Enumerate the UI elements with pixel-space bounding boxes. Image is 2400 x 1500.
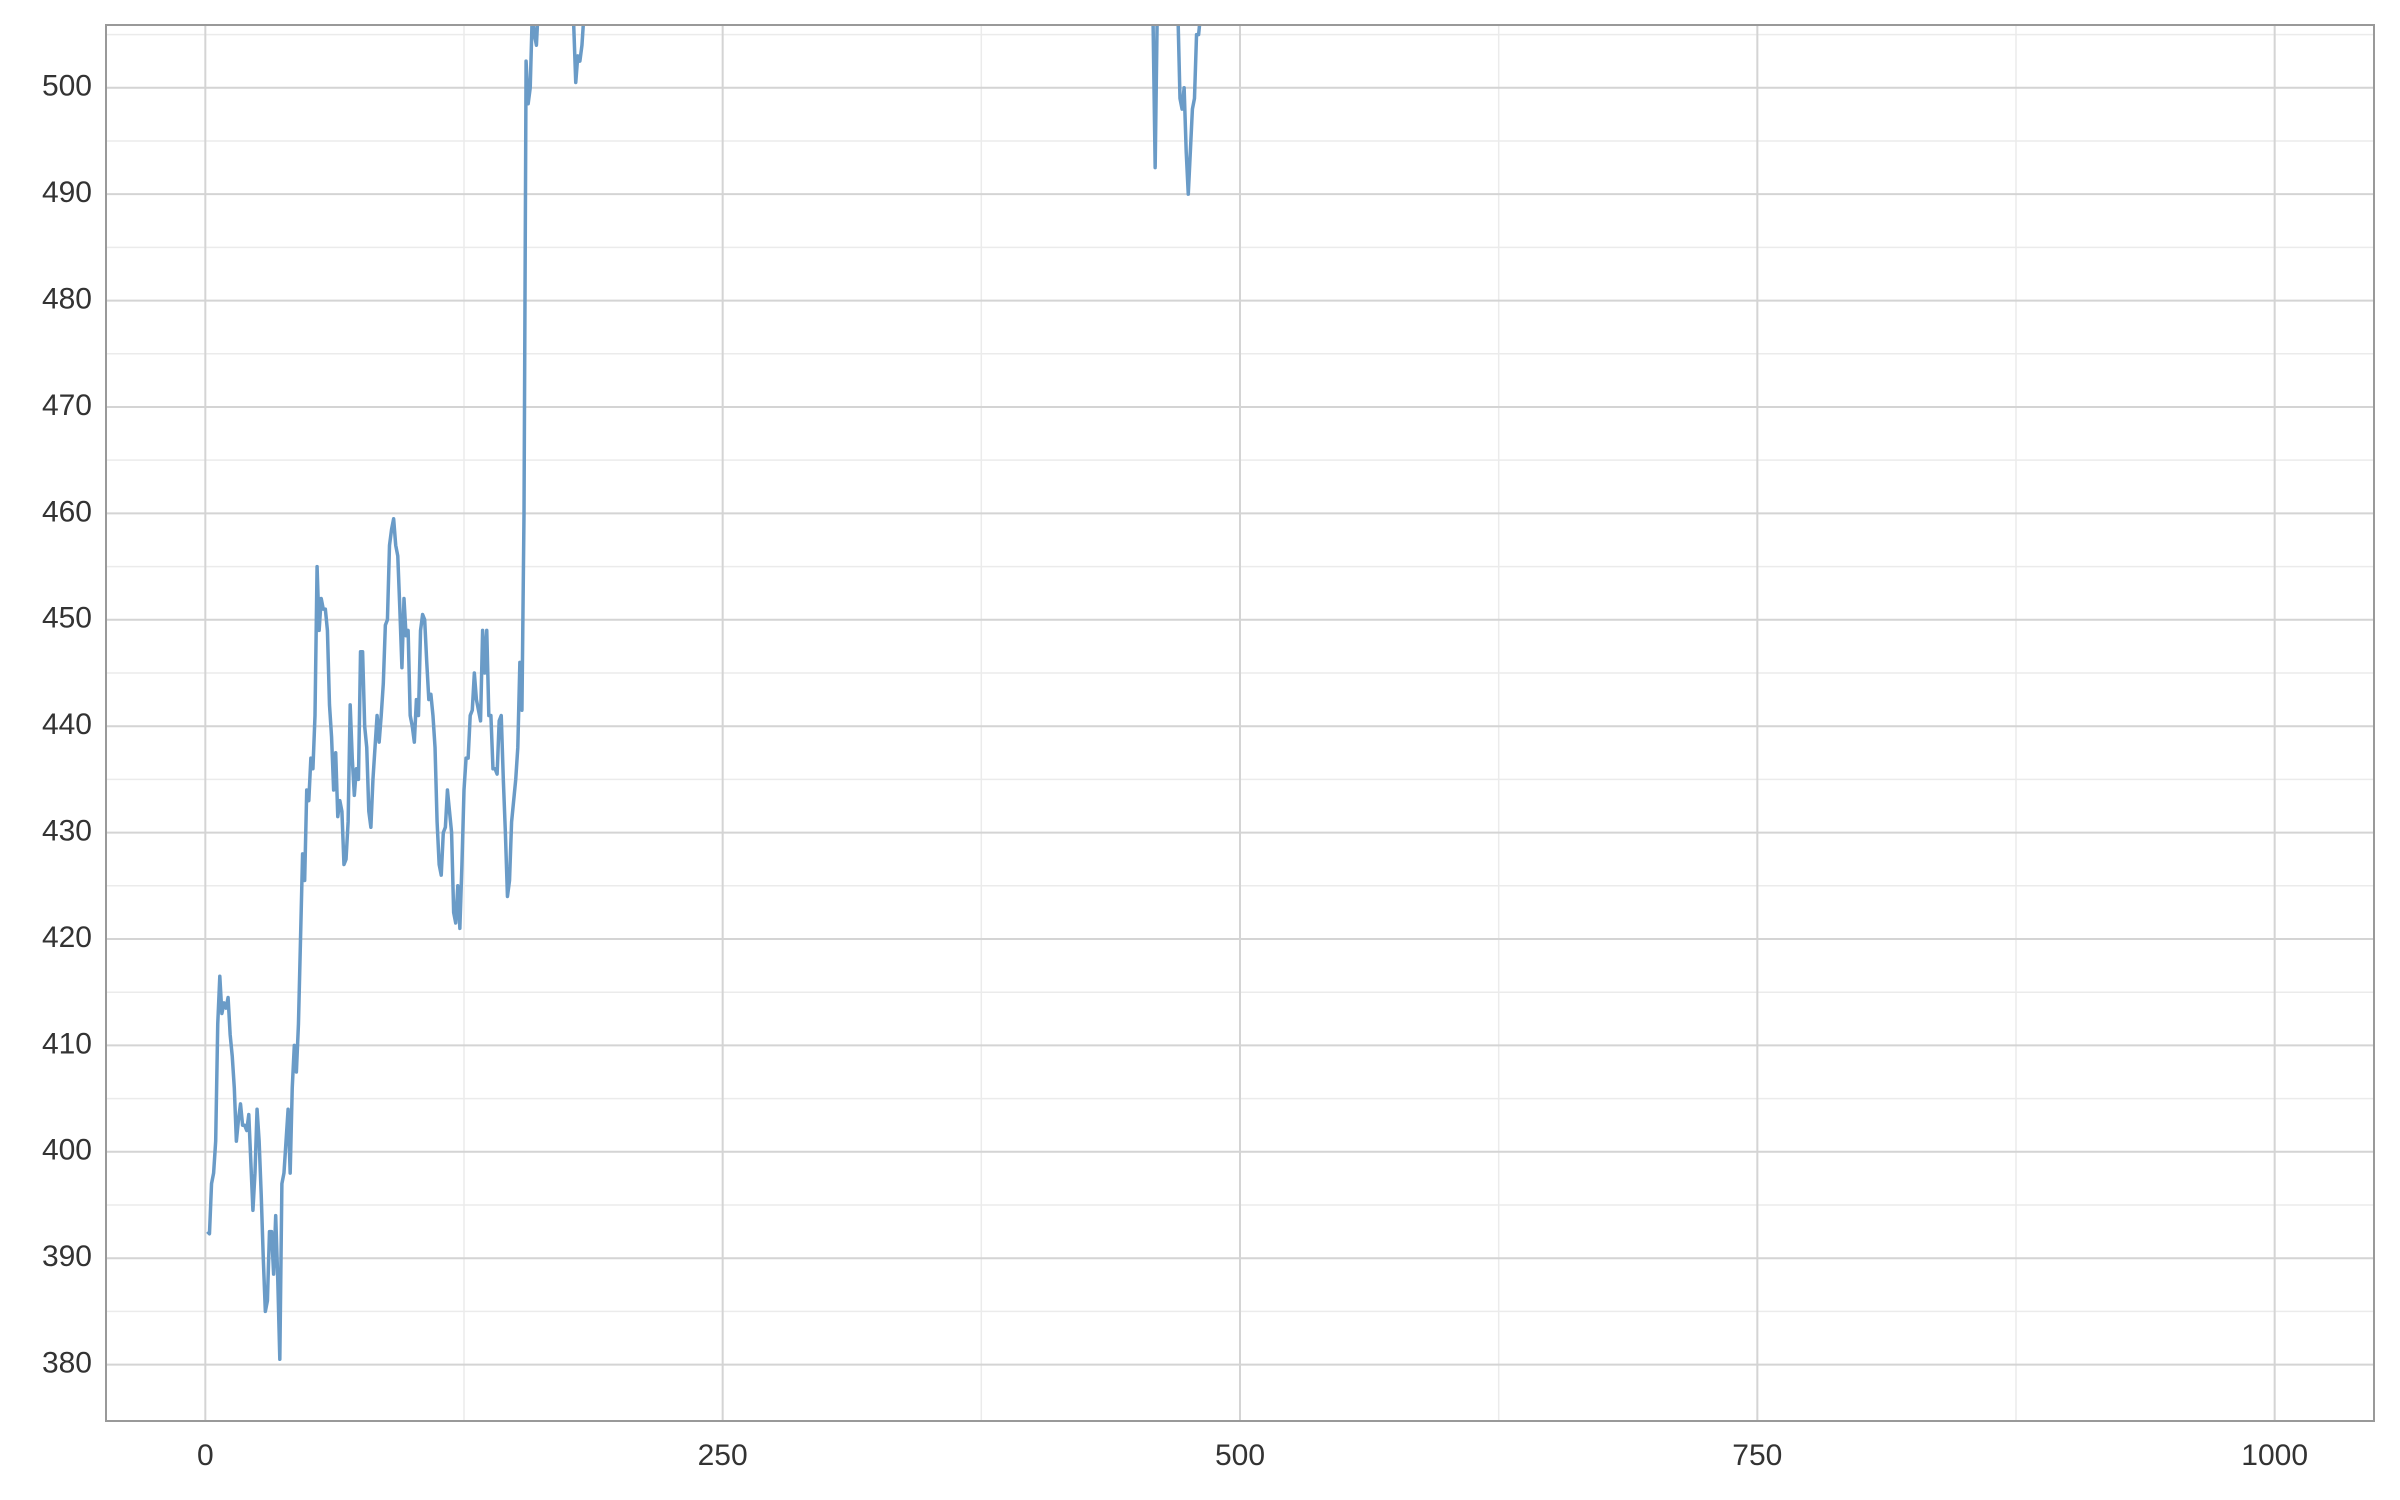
- y-tick-label: 460: [42, 495, 92, 528]
- x-tick-label: 1000: [2241, 1439, 2308, 1472]
- y-tick-label: 380: [42, 1347, 92, 1380]
- y-tick-label: 480: [42, 283, 92, 316]
- y-tick-label: 430: [42, 815, 92, 848]
- y-tick-label: 400: [42, 1134, 92, 1167]
- x-tick-label: 750: [1732, 1439, 1782, 1472]
- plot-frame: [105, 24, 2375, 1422]
- x-tick-label: 0: [197, 1439, 214, 1472]
- y-tick-label: 470: [42, 389, 92, 422]
- y-tick-label: 500: [42, 70, 92, 103]
- y-tick-label: 440: [42, 708, 92, 741]
- x-tick-label: 250: [698, 1439, 748, 1472]
- y-tick-label: 450: [42, 602, 92, 635]
- y-tick-label: 490: [42, 176, 92, 209]
- y-tick-label: 390: [42, 1240, 92, 1273]
- y-tick-label: 410: [42, 1027, 92, 1060]
- data-line: [206, 25, 1202, 1362]
- x-tick-label: 500: [1215, 1439, 1265, 1472]
- y-tick-label: 420: [42, 921, 92, 954]
